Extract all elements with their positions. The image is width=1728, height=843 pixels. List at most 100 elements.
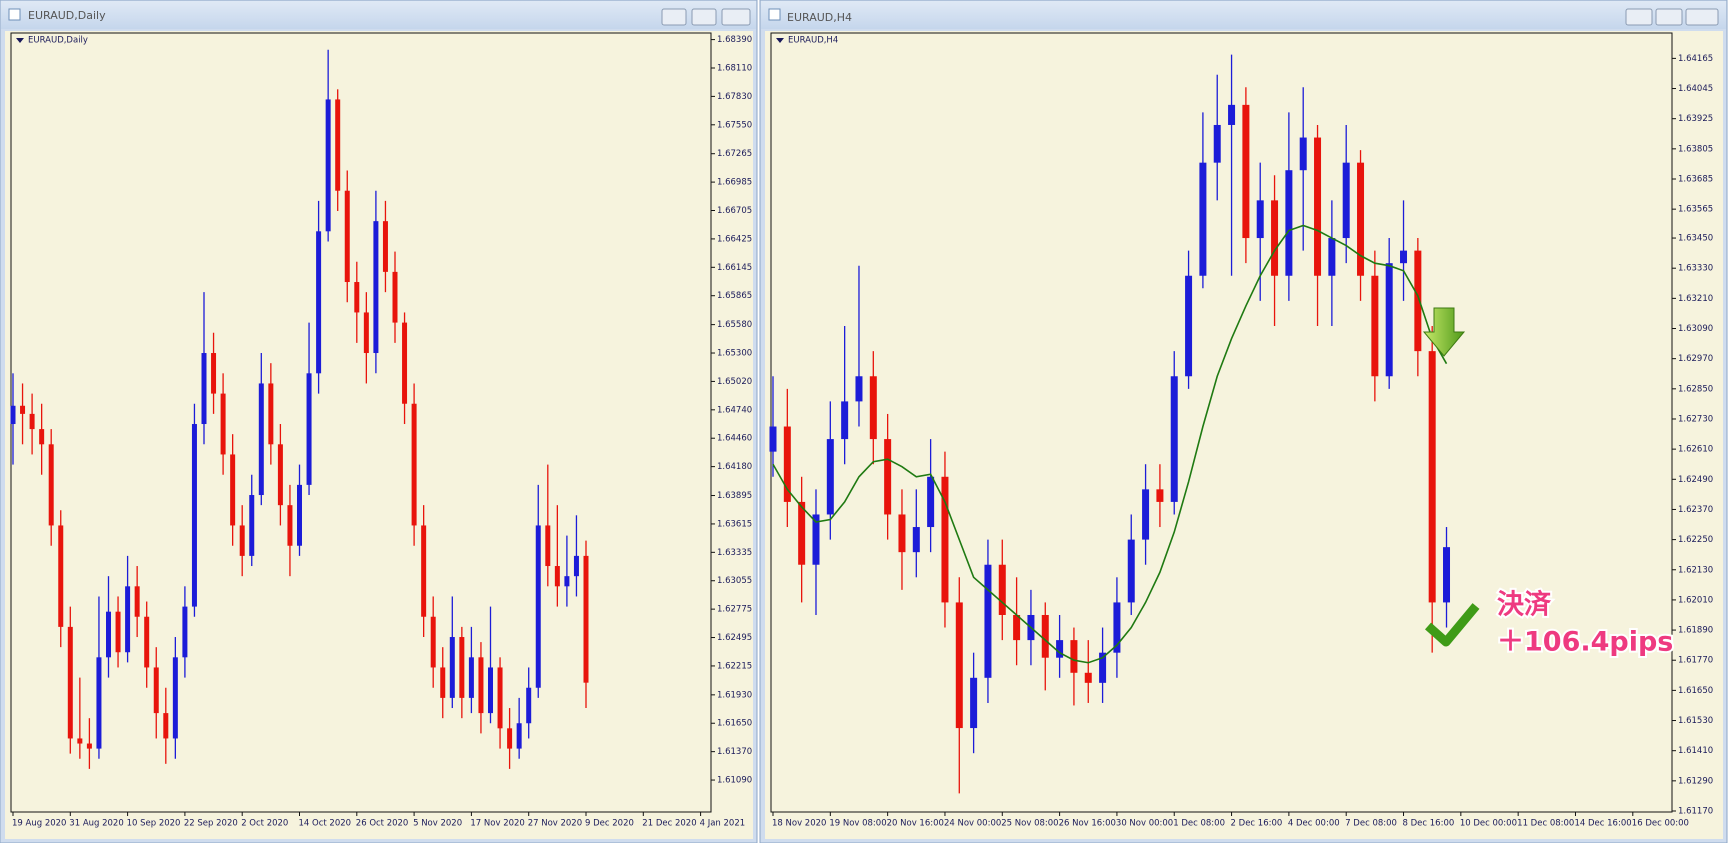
window-title: EURAUD,Daily	[28, 9, 106, 22]
candle-body	[268, 383, 274, 445]
candle-body	[1041, 614, 1049, 658]
y-tick-label: 1.63090	[1678, 324, 1713, 334]
x-tick-label: 20 Nov 16:00	[887, 819, 944, 829]
y-tick-label: 1.62215	[717, 661, 752, 671]
x-tick-label: 8 Dec 16:00	[1403, 819, 1455, 829]
candle-body	[125, 586, 131, 653]
candle-body	[86, 743, 92, 749]
exit-arrow-icon	[1422, 307, 1466, 357]
candle-body	[554, 566, 560, 587]
candle-body	[826, 439, 834, 515]
y-tick-label: 1.62610	[1678, 445, 1713, 455]
candle-body	[239, 525, 245, 556]
x-tick-label: 4 Jan 2021	[700, 819, 746, 829]
candle-body	[421, 525, 427, 617]
annotation: ＋106.4pips	[1497, 627, 1673, 658]
candle-body	[230, 454, 236, 526]
candle-body	[392, 271, 398, 323]
candle-body	[373, 221, 379, 354]
minimize-button[interactable]	[661, 8, 687, 26]
x-tick-label: 25 Nov 08:00	[1001, 819, 1058, 829]
y-tick-label: 1.65020	[717, 377, 752, 387]
y-tick-label: 1.62250	[1678, 535, 1713, 545]
candle-body	[526, 687, 532, 724]
candle-body	[583, 555, 589, 683]
candle-body	[277, 444, 283, 506]
candle-body	[153, 667, 159, 714]
y-tick-label: 1.67550	[717, 120, 752, 130]
x-tick-label: 24 Nov 00:00	[944, 819, 1001, 829]
y-tick-label: 1.67265	[717, 149, 752, 159]
x-tick-label: 26 Oct 2020	[356, 819, 409, 829]
x-tick-label: 2 Dec 16:00	[1231, 819, 1283, 829]
candle-body	[382, 221, 388, 272]
y-tick-label: 1.64045	[1678, 84, 1713, 94]
candle-body	[869, 376, 877, 440]
candle-body	[287, 505, 293, 546]
candle-body	[841, 401, 849, 440]
y-tick-label: 1.64165	[1678, 54, 1713, 64]
candle-body	[1357, 162, 1365, 276]
candle-body	[144, 616, 150, 668]
candle-body	[1242, 104, 1250, 239]
candle-body	[1385, 263, 1393, 377]
candle-body	[459, 637, 465, 698]
candle-body	[316, 231, 322, 374]
close-button[interactable]	[1685, 8, 1719, 26]
candle-body	[1113, 602, 1121, 653]
y-tick-label: 1.63055	[717, 576, 752, 586]
close-button[interactable]	[721, 8, 751, 26]
candle-body	[798, 501, 806, 565]
candle-body	[1199, 162, 1207, 276]
y-tick-label: 1.63210	[1678, 294, 1713, 304]
y-tick-label: 1.64180	[717, 462, 752, 472]
y-tick-label: 1.63565	[1678, 205, 1713, 215]
y-tick-label: 1.66705	[717, 206, 752, 216]
moving-average	[772, 224, 1448, 664]
y-tick-label: 1.62850	[1678, 384, 1713, 394]
candle-body	[163, 713, 169, 739]
x-tick-label: 4 Dec 00:00	[1288, 819, 1340, 829]
y-tick-label: 1.61650	[1678, 686, 1713, 696]
x-tick-label: 31 Aug 2020	[69, 819, 123, 829]
candle-body	[1400, 250, 1408, 264]
chart-label: EURAUD,H4	[788, 36, 838, 46]
y-tick-label: 1.62495	[717, 633, 752, 643]
y-tick-label: 1.63330	[1678, 264, 1713, 274]
y-tick-label: 1.61770	[1678, 656, 1713, 666]
y-tick-label: 1.67830	[717, 92, 752, 102]
y-tick-label: 1.61170	[1678, 806, 1713, 816]
y-tick-label: 1.61090	[717, 776, 752, 786]
y-tick-label: 1.66425	[717, 234, 752, 244]
candle-body	[449, 637, 455, 698]
x-tick-label: 19 Nov 08:00	[829, 819, 886, 829]
candle-body	[1142, 489, 1150, 540]
candle-body	[783, 426, 791, 502]
candle-body	[941, 476, 949, 603]
x-tick-label: 7 Dec 08:00	[1345, 819, 1397, 829]
maximize-button[interactable]	[1655, 8, 1683, 26]
candle-body	[970, 677, 978, 729]
candle-body	[488, 667, 493, 714]
y-tick-label: 1.62490	[1678, 475, 1713, 485]
y-tick-label: 1.61290	[1678, 776, 1713, 786]
y-tick-label: 1.63335	[717, 548, 752, 558]
candle-body	[1256, 200, 1264, 239]
candle-body	[573, 555, 579, 577]
check-icon	[1425, 603, 1480, 647]
candle-body	[211, 353, 217, 394]
minimize-button[interactable]	[1625, 8, 1653, 26]
candle-body	[1371, 275, 1379, 377]
candle-body	[884, 439, 892, 515]
y-tick-label: 1.63805	[1678, 144, 1713, 154]
x-tick-label: 18 Nov 2020	[772, 819, 826, 829]
candle-body	[1443, 547, 1451, 603]
candle-body	[1213, 124, 1221, 163]
candle-body	[106, 611, 111, 658]
candle-body	[10, 405, 16, 425]
maximize-button[interactable]	[691, 8, 717, 26]
candle-body	[58, 525, 64, 627]
y-tick-label: 1.63895	[717, 491, 752, 501]
